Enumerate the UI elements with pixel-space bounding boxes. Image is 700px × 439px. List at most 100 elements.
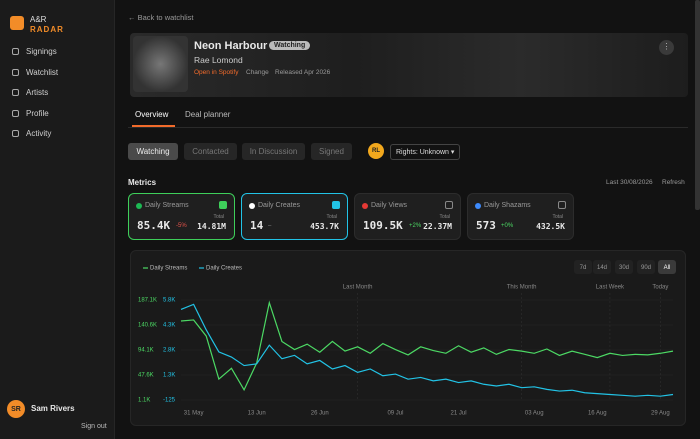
x-tick-label: 26 Jun: [311, 411, 329, 417]
card-value: 109.5K: [363, 219, 403, 232]
y2-tick-label: 5.8K: [163, 298, 175, 304]
metric-card[interactable]: Daily Shazams 573 +0% Total 432.5K: [467, 193, 574, 240]
x-tick-label: 03 Aug: [525, 411, 544, 417]
card-icon: [136, 203, 142, 209]
link: Released Apr 2026: [275, 69, 331, 76]
metric-card[interactable]: Daily Streams 85.4K -5% Total 14.81M: [128, 193, 235, 240]
nav-item[interactable]: Signings: [12, 47, 57, 56]
line-series: [180, 303, 674, 397]
card-check[interactable]: [332, 201, 340, 209]
nav-label[interactable]: Watchlist: [26, 67, 59, 77]
nav-label[interactable]: Artists: [26, 88, 49, 97]
y-tick-label: 94.1K: [138, 348, 154, 354]
card-total-label: Total: [552, 214, 563, 220]
tab[interactable]: Deal planner: [185, 110, 231, 119]
card-total-label: Total: [439, 214, 450, 220]
card-icon: [475, 203, 481, 209]
card-check[interactable]: [219, 201, 227, 209]
back-text[interactable]: Back to watchlist: [137, 13, 194, 22]
card-value: 14: [250, 219, 264, 232]
card-total-label: Total: [326, 214, 337, 220]
card-total: 14.81M: [197, 222, 226, 231]
range-button[interactable]: [637, 260, 655, 274]
link[interactable]: Change: [246, 69, 269, 76]
banner: [130, 33, 688, 97]
y-tick-label: 1.1K: [138, 398, 150, 404]
nav-icon: [12, 109, 19, 117]
annotation-label: This Month: [507, 285, 537, 291]
metrics-title: Metrics: [128, 178, 157, 187]
annotation-label: Today: [652, 285, 668, 291]
annotation-label: Last Week: [596, 285, 625, 291]
range-button[interactable]: [658, 260, 676, 274]
metric-card[interactable]: Daily Views 109.5K +2% Total 22.37M: [354, 193, 461, 240]
status-button[interactable]: Contacted: [184, 143, 237, 160]
chart: 187.1K 140.6K 94.1K 47.6K 1.1K 5.8K 4.3K 2.8K 1.…: [138, 260, 676, 417]
chart-panel: 187.1K 140.6K 94.1K 47.6K 1.1K 5.8K 4.3K 2.8K 1.…: [130, 250, 686, 426]
card-icon: [362, 203, 368, 209]
nav-label[interactable]: Signings: [26, 47, 57, 56]
sign-out[interactable]: Sign out: [81, 423, 107, 430]
logo: [10, 16, 24, 30]
card-name: Daily Streams: [145, 202, 189, 209]
card-total: 22.37M: [423, 222, 452, 231]
card-check[interactable]: [558, 201, 566, 209]
nav-icon: [12, 130, 19, 137]
y2-tick-label: 4.3K: [163, 323, 175, 329]
status-button[interactable]: Signed: [311, 143, 352, 160]
rights[interactable]: Rights: Unknown: [396, 149, 449, 156]
sidebar: A&R RADAR Signings Watchlist Artists Profil…: [0, 0, 115, 439]
y2-tick-label: 1.3K: [163, 373, 175, 379]
nav-item[interactable]: Artists: [12, 88, 48, 97]
nav-label[interactable]: Activity: [26, 129, 52, 138]
tab[interactable]: Overview: [135, 110, 169, 119]
avatar: SR: [7, 400, 25, 418]
y2-tick-label: 2.8K: [163, 348, 175, 354]
brand: A&R: [30, 15, 47, 24]
line-series: [180, 300, 674, 392]
divider: [128, 127, 688, 128]
card-value: 85.4K: [137, 219, 171, 232]
range-label[interactable]: 7d: [580, 265, 587, 271]
y-tick-label: 47.6K: [138, 373, 154, 379]
back-link[interactable]: ← Back to watchlist: [128, 13, 194, 22]
card-icon: [249, 203, 255, 209]
rights-select[interactable]: Rights: Unknown ▾: [390, 144, 461, 160]
title: Neon Harbour: [194, 40, 268, 52]
range-label[interactable]: 90d: [641, 265, 651, 271]
nav-label[interactable]: Profile: [26, 108, 49, 118]
nav-icon: [12, 68, 19, 76]
cover: [133, 36, 188, 92]
x-tick-label: 31 May: [184, 411, 204, 417]
legend-label: Daily Streams: [150, 266, 187, 272]
metric-card[interactable]: Daily Creates 14– Total 453.7K: [241, 193, 348, 240]
refresh[interactable]: Refresh: [662, 179, 685, 186]
nav-item[interactable]: Watchlist: [12, 68, 58, 77]
menu[interactable]: ⋮: [659, 40, 674, 55]
status-button[interactable]: In Discussion: [242, 143, 305, 160]
range-label[interactable]: 30d: [619, 265, 629, 271]
card-check[interactable]: [445, 201, 453, 209]
y2-tick-label: -125: [163, 398, 176, 404]
range-label[interactable]: 14d: [597, 265, 607, 271]
status-button[interactable]: Watching: [128, 143, 178, 160]
range-button[interactable]: [593, 260, 611, 274]
owner: RL: [368, 143, 384, 159]
tab-underline: [132, 125, 175, 127]
link[interactable]: Open in Spotify: [194, 69, 239, 76]
range-label[interactable]: All: [664, 265, 671, 271]
scrollbar: [695, 0, 700, 210]
card-delta: +2%: [409, 223, 422, 229]
last-updated: Last 30/08/2026: [606, 179, 653, 186]
range-button[interactable]: [574, 260, 592, 274]
nav-item[interactable]: Profile: [12, 109, 49, 118]
user-name: Sam Rivers: [31, 404, 75, 413]
nav-icon: [12, 48, 19, 55]
range-button[interactable]: [615, 260, 633, 274]
card-name: Daily Views: [371, 202, 408, 209]
card-delta: +0%: [501, 223, 514, 229]
nav-item[interactable]: Activity: [12, 129, 51, 138]
card-delta: -5%: [176, 223, 187, 229]
legend-label: Daily Creates: [206, 266, 242, 272]
